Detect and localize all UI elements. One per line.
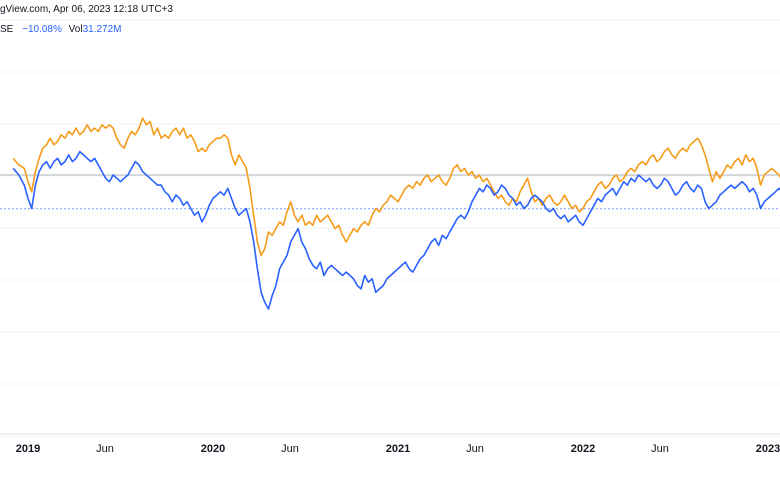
series-line-blue	[12, 150, 780, 310]
legend-change: −10.08%	[22, 24, 62, 35]
x-tick-label: 2022	[571, 443, 595, 455]
legend-vol-value: 31.272M	[82, 24, 122, 35]
legend: SE −10.08% Vol31.272M	[0, 24, 122, 35]
x-tick-label: Jun	[281, 443, 299, 455]
x-tick-label: 2023	[756, 443, 780, 455]
legend-vol-label: Vol	[68, 24, 83, 35]
legend-symbol: SE	[0, 24, 14, 35]
x-tick-label: 2019	[16, 443, 40, 455]
x-tick-label: Jun	[466, 443, 484, 455]
x-tick-label: Jun	[651, 443, 669, 455]
x-tick-label: 2021	[386, 443, 410, 455]
x-tick-label: 2020	[201, 443, 225, 455]
x-tick-label: Jun	[96, 443, 114, 455]
source-timestamp: gView.com, Apr 06, 2023 12:18 UTC+3	[0, 4, 173, 15]
series-line-orange	[12, 117, 780, 257]
